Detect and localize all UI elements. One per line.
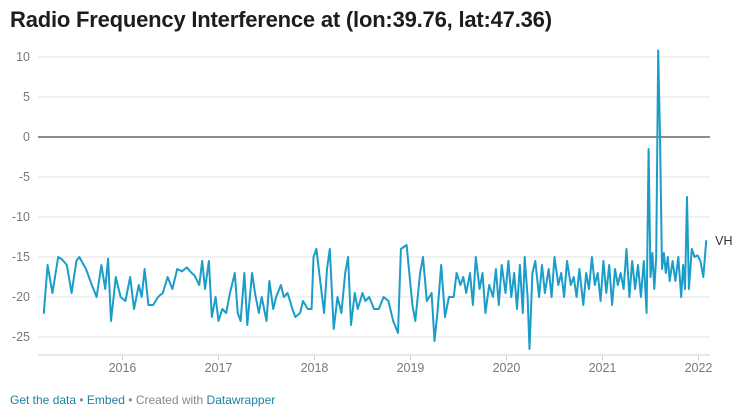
footer-separator: • bbox=[124, 393, 136, 407]
get-the-data-link[interactable]: Get the data bbox=[10, 393, 77, 407]
datawrapper-link[interactable]: Datawrapper bbox=[206, 393, 276, 407]
x-tick-label: 2018 bbox=[301, 361, 329, 375]
grid bbox=[38, 56, 710, 338]
y-tick-label: 5 bbox=[23, 90, 30, 104]
chart-title: Radio Frequency Interference at (lon:39.… bbox=[10, 7, 552, 32]
y-tick-label: -15 bbox=[12, 250, 30, 264]
created-with-text: Created with bbox=[135, 393, 207, 407]
x-tick-label: 2017 bbox=[205, 361, 233, 375]
series-label: VH bbox=[715, 234, 732, 248]
y-tick-label: 10 bbox=[16, 50, 30, 64]
y-tick-label: 0 bbox=[23, 130, 30, 144]
x-tick-label: 2021 bbox=[589, 361, 617, 375]
y-tick-label: -20 bbox=[12, 290, 30, 304]
x-tick-label: 2022 bbox=[685, 361, 713, 375]
y-axis: 10 5 0 -5 -10 -15 -20 -25 bbox=[12, 50, 30, 344]
y-tick-label: -10 bbox=[12, 210, 30, 224]
series-labels: VH bbox=[715, 234, 732, 248]
x-tick-label: 2016 bbox=[109, 361, 137, 375]
chart-footer: Get the data • Embed • Created with Data… bbox=[10, 393, 275, 407]
embed-link[interactable]: Embed bbox=[86, 393, 125, 407]
footer-separator: • bbox=[76, 393, 87, 407]
x-axis: 2016 2017 2018 2019 2020 2021 2022 bbox=[38, 354, 713, 375]
series-lines bbox=[42, 49, 708, 350]
y-tick-label: -25 bbox=[12, 330, 30, 344]
x-tick-label: 2019 bbox=[397, 361, 425, 375]
series-line-vh bbox=[42, 49, 708, 350]
x-tick-label: 2020 bbox=[493, 361, 521, 375]
y-tick-label: -5 bbox=[19, 170, 30, 184]
